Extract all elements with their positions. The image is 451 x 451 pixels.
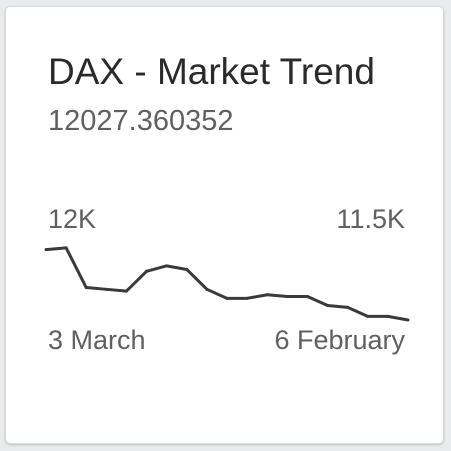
sparkline-segment	[145, 264, 169, 273]
sparkline-segment	[326, 304, 350, 309]
sparkline-segment	[124, 269, 149, 293]
tile-title: DAX - Market Trend	[48, 51, 375, 92]
sparkline-segment	[346, 305, 370, 318]
sparkline-segment	[305, 295, 330, 308]
sparkline-segment	[64, 246, 88, 290]
sparkline-segment	[165, 264, 189, 271]
current-value: 12027.360352	[48, 105, 234, 137]
market-trend-tile[interactable]: DAX - Market Trend 12027.360352 12K 11.5…	[5, 6, 444, 444]
end-date-label: 6 February	[274, 325, 405, 355]
sparkline-segment	[104, 287, 128, 293]
sparkline-segment	[386, 314, 410, 322]
sparkline-segment	[84, 286, 108, 291]
sparkline-segment	[245, 293, 269, 300]
sparkline-segment	[44, 246, 68, 252]
sparkline-segment	[265, 293, 289, 299]
start-date-label: 3 March	[48, 325, 146, 355]
sparkline-segment	[185, 267, 209, 291]
sparkline-segment	[205, 287, 229, 300]
start-value-label: 12K	[48, 204, 97, 234]
sparkline-chart	[44, 246, 410, 322]
end-value-label: 11.5K	[336, 204, 405, 234]
